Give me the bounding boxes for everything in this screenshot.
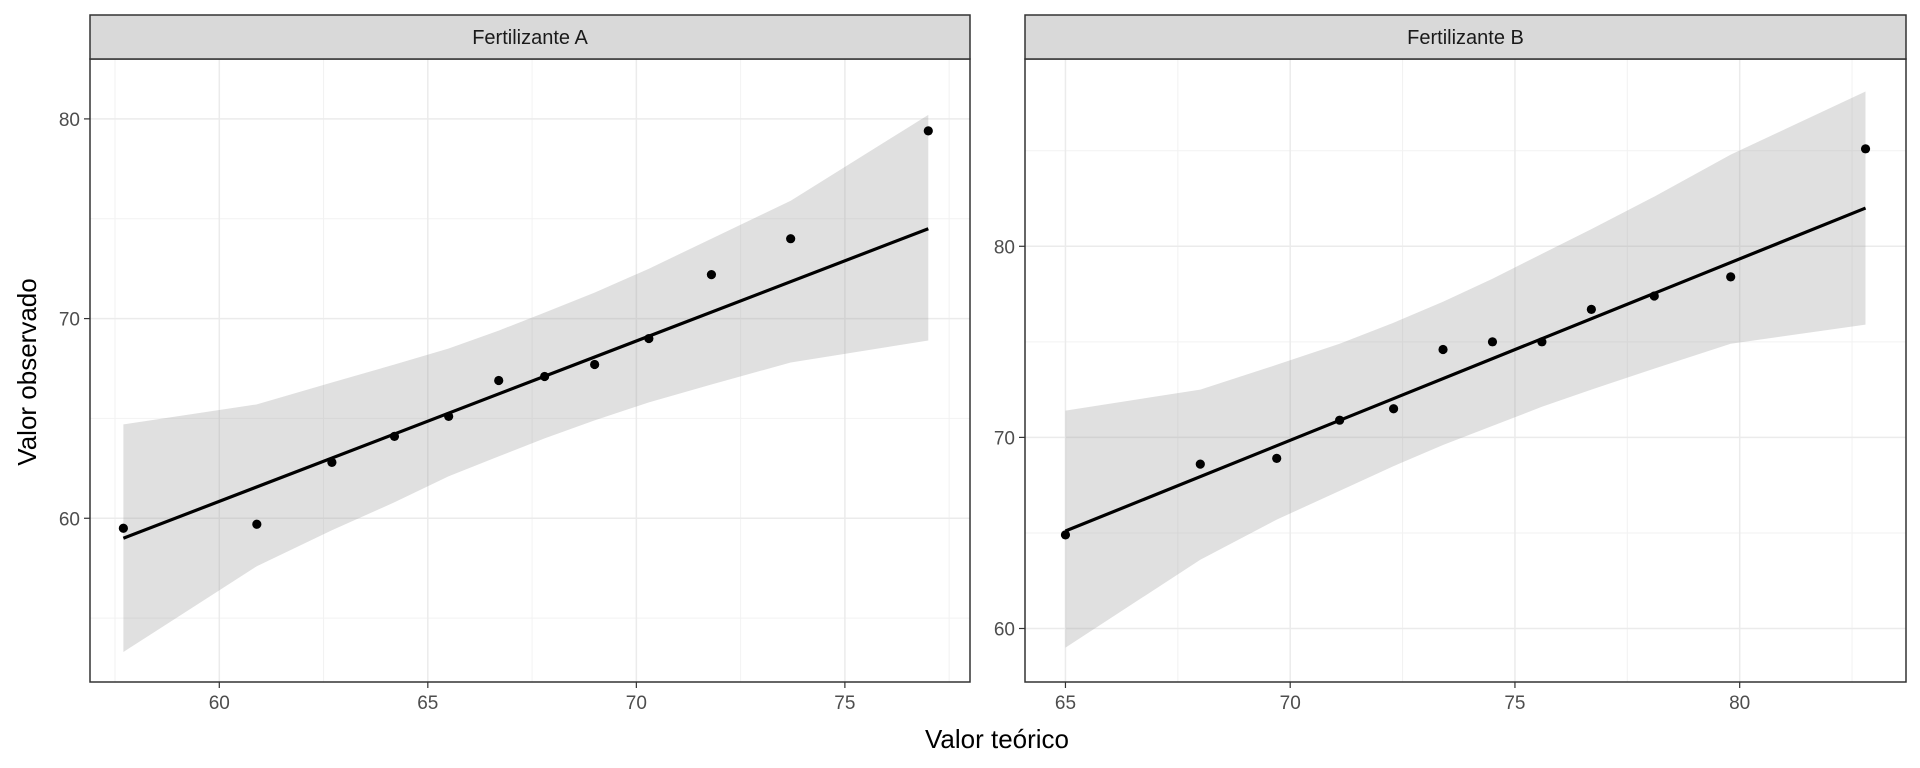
- y-axis-title: Valor observado: [12, 278, 42, 465]
- regression-line: [122, 227, 929, 540]
- data-point: [539, 371, 550, 382]
- y-tick-label: 80: [59, 110, 80, 131]
- x-tick-label: 60: [209, 693, 230, 714]
- data-point: [1586, 304, 1596, 314]
- data-point: [1537, 337, 1547, 347]
- data-point: [590, 359, 600, 370]
- x-tick-label: 70: [626, 693, 647, 714]
- data-point: [1335, 415, 1345, 425]
- data-point: [1388, 404, 1399, 414]
- data-point: [706, 270, 717, 280]
- data-point: [327, 457, 337, 467]
- data-point: [1060, 530, 1071, 540]
- y-tick-label: 70: [994, 428, 1015, 449]
- y-tick-label: 60: [994, 619, 1015, 640]
- data-point: [1272, 453, 1282, 464]
- panel-2: Fertilizante B 65 70 75 80 60 70 80: [994, 14, 1907, 714]
- data-point: [923, 126, 933, 136]
- data-point: [252, 519, 262, 529]
- x-axis-title: Valor teórico: [925, 724, 1069, 754]
- data-point: [389, 431, 400, 441]
- data-point: [1649, 291, 1659, 301]
- y-tick-label: 70: [59, 310, 80, 331]
- data-point: [494, 375, 504, 386]
- facet-strip: [89, 14, 971, 60]
- x-tick-label: 80: [1729, 693, 1750, 714]
- x-tick-label: 65: [1055, 693, 1076, 714]
- data-point: [786, 234, 796, 244]
- y-tick-label: 80: [994, 237, 1015, 258]
- data-point: [1487, 337, 1498, 347]
- panel-background: [90, 59, 970, 682]
- data-point: [1726, 272, 1736, 282]
- data-point: [1195, 459, 1205, 469]
- regression-line: [1064, 206, 1867, 533]
- panels-layer: Fertilizante A60 65 70 75607080Fertilizante…: [59, 14, 1907, 714]
- x-tick-label: 75: [834, 693, 855, 714]
- data-point: [644, 333, 654, 344]
- x-tick-label: 70: [1280, 693, 1301, 714]
- facet-strip: [1024, 14, 1907, 60]
- data-point: [444, 411, 454, 422]
- x-tick-label: 65: [417, 693, 438, 714]
- x-tick-label: 75: [1504, 693, 1525, 714]
- y-tick-label: 60: [59, 509, 80, 530]
- facet-strip-label: Fertilizante A: [472, 27, 588, 49]
- data-point: [1438, 344, 1448, 355]
- facet-strip-label: Fertilizante B: [1407, 27, 1524, 49]
- data-point: [118, 523, 128, 533]
- panel-1: Fertilizante A 60 65 70 75 60 70 80: [59, 14, 971, 714]
- data-point: [1860, 144, 1871, 154]
